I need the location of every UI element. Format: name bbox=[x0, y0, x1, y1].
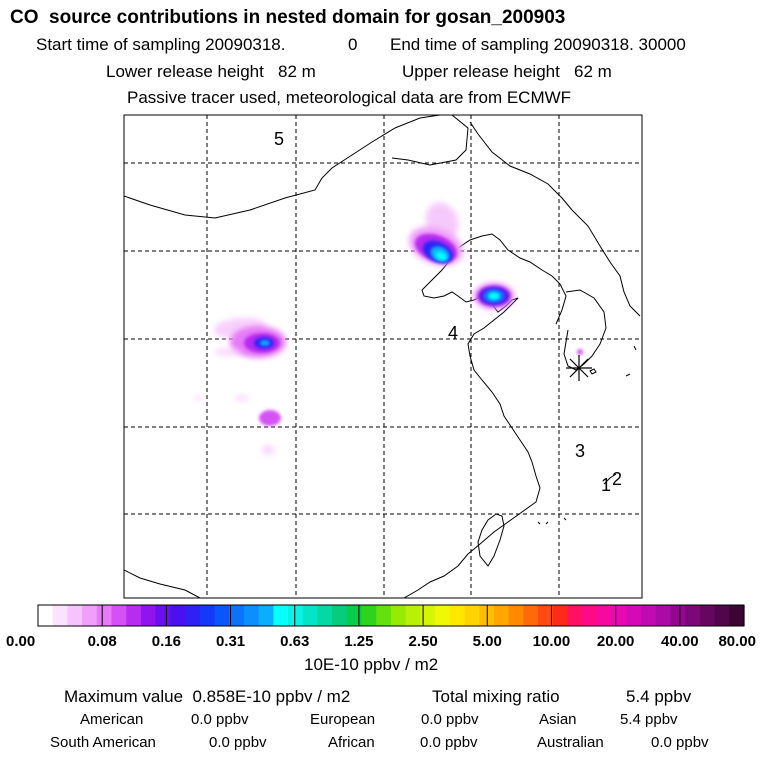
colorbar-swatch bbox=[685, 605, 701, 626]
maximum-value: Maximum value 0.858E-10 ppbv / m2 bbox=[64, 687, 351, 706]
total-mixing-ratio-label: Total mixing ratio bbox=[432, 687, 560, 706]
colorbar-tick-label: 10.00 bbox=[533, 633, 571, 650]
region-label-2: 2 bbox=[612, 469, 622, 489]
plume-inland-west bbox=[214, 317, 286, 358]
colorbar-swatch bbox=[508, 605, 524, 626]
colorbar-swatch bbox=[405, 605, 422, 626]
plume-north-coast bbox=[408, 202, 464, 266]
total-mixing-ratio-value: 5.4 ppbv bbox=[626, 687, 692, 706]
colorbar-swatch bbox=[258, 605, 274, 626]
plumes-layer bbox=[194, 202, 583, 455]
colorbar-swatch bbox=[729, 605, 745, 626]
colorbar-swatch bbox=[273, 605, 289, 626]
end-time-label: End time of sampling 20090318. 30000 bbox=[390, 35, 686, 54]
colorbar-swatch bbox=[96, 605, 113, 626]
region-label-3: 3 bbox=[575, 441, 585, 461]
region-value-south-american: 0.0 ppbv bbox=[209, 734, 267, 751]
colorbar-tick-label: 0.16 bbox=[152, 633, 181, 650]
map-gridlines bbox=[124, 115, 642, 598]
chart-title: CO source contributions in nested domain… bbox=[10, 7, 566, 28]
region-name-australian: Australian bbox=[537, 734, 604, 751]
colorbar-tick-label: 1.25 bbox=[344, 633, 373, 650]
colorbar-swatch bbox=[464, 605, 480, 626]
region-value-african: 0.0 ppbv bbox=[420, 734, 478, 751]
colorbar-swatch bbox=[435, 605, 451, 626]
colorbar-swatch bbox=[126, 605, 142, 626]
colorbar-swatch bbox=[140, 605, 157, 626]
colorbar-swatch bbox=[243, 605, 260, 626]
region-label-1: 1 bbox=[601, 475, 611, 495]
colorbar-swatch bbox=[288, 605, 304, 626]
colorbar-swatch bbox=[111, 605, 127, 626]
colorbar-swatch bbox=[38, 605, 54, 626]
colorbar-swatch bbox=[391, 605, 407, 626]
plume-inland-southwest bbox=[194, 349, 583, 455]
colorbar-tick-label: 0.31 bbox=[216, 633, 245, 650]
region-value-european: 0.0 ppbv bbox=[421, 711, 479, 728]
lower-release-height: Lower release height 82 m bbox=[106, 62, 316, 81]
colorbar-tick-label: 0.08 bbox=[88, 633, 117, 650]
colorbar-swatch bbox=[420, 605, 436, 626]
region-name-african: African bbox=[328, 734, 375, 751]
colorbar-tick-label: 80.00 bbox=[718, 633, 756, 650]
colorbar-swatch bbox=[582, 605, 598, 626]
colorbar-swatch bbox=[376, 605, 392, 626]
colorbar-swatch bbox=[155, 605, 171, 626]
colorbar-tick-label: 2.50 bbox=[408, 633, 437, 650]
colorbar-swatch bbox=[170, 605, 186, 626]
plume-shandong bbox=[474, 283, 514, 309]
colorbar-swatch bbox=[655, 605, 672, 626]
colorbar-swatch bbox=[567, 605, 583, 626]
colorbar-tick-label: 20.00 bbox=[597, 633, 635, 650]
colorbar-swatch bbox=[82, 605, 98, 626]
colorbar-swatch bbox=[199, 605, 216, 626]
colorbar-tick-label: 0.63 bbox=[280, 633, 309, 650]
receptor-marker-icon bbox=[566, 355, 592, 381]
colorbar-ticks: 0.00 0.08 0.16 0.31 0.63 1.25 2.50 5.00 10.00 20.… bbox=[6, 604, 756, 650]
colorbar-swatch bbox=[611, 605, 627, 626]
colorbar-swatch bbox=[67, 605, 83, 626]
colorbar-tick-label: 40.00 bbox=[661, 633, 699, 650]
colorbar-swatch bbox=[493, 605, 510, 626]
tracer-note: Passive tracer used, meteorological data… bbox=[127, 88, 572, 107]
colorbar bbox=[38, 605, 745, 626]
colorbar-swatch bbox=[317, 605, 333, 626]
colorbar-swatch bbox=[302, 605, 319, 626]
colorbar-swatch bbox=[714, 605, 730, 626]
region-name-south-american: South American bbox=[50, 734, 156, 751]
colorbar-swatch bbox=[670, 605, 686, 626]
region-label-4: 4 bbox=[448, 323, 458, 343]
colorbar-swatch bbox=[523, 605, 539, 626]
upper-release-height: Upper release height 62 m bbox=[402, 62, 612, 81]
colorbar-swatch bbox=[214, 605, 230, 626]
region-value-american: 0.0 ppbv bbox=[191, 711, 249, 728]
start-time-hour: 0 bbox=[348, 35, 358, 54]
region-label-5: 5 bbox=[274, 129, 284, 149]
colorbar-swatch bbox=[596, 605, 613, 626]
colorbar-swatch bbox=[449, 605, 466, 626]
region-value-asian: 5.4 ppbv bbox=[620, 711, 678, 728]
colorbar-swatch bbox=[361, 605, 377, 626]
colorbar-swatch bbox=[626, 605, 642, 626]
colorbar-tick-label: 0.00 bbox=[6, 633, 35, 650]
colorbar-unit-label: 10E-10 ppbv / m2 bbox=[304, 655, 439, 674]
colorbar-swatch bbox=[346, 605, 363, 626]
region-name-european: European bbox=[310, 711, 376, 728]
region-value-australian: 0.0 ppbv bbox=[651, 734, 709, 751]
colorbar-swatch bbox=[52, 605, 69, 626]
colorbar-tick-label: 5.00 bbox=[473, 633, 502, 650]
start-time-label: Start time of sampling 20090318. bbox=[36, 35, 286, 54]
colorbar-swatch bbox=[229, 605, 245, 626]
colorbar-swatch bbox=[185, 605, 201, 626]
coastlines-borders bbox=[124, 115, 641, 598]
colorbar-swatch bbox=[699, 605, 716, 626]
colorbar-swatch bbox=[552, 605, 569, 626]
colorbar-swatch bbox=[332, 605, 348, 626]
region-name-asian: Asian bbox=[539, 711, 577, 728]
colorbar-frame bbox=[37, 604, 745, 627]
region-name-american: American bbox=[80, 711, 144, 728]
colorbar-swatch bbox=[538, 605, 554, 626]
colorbar-swatch bbox=[641, 605, 657, 626]
